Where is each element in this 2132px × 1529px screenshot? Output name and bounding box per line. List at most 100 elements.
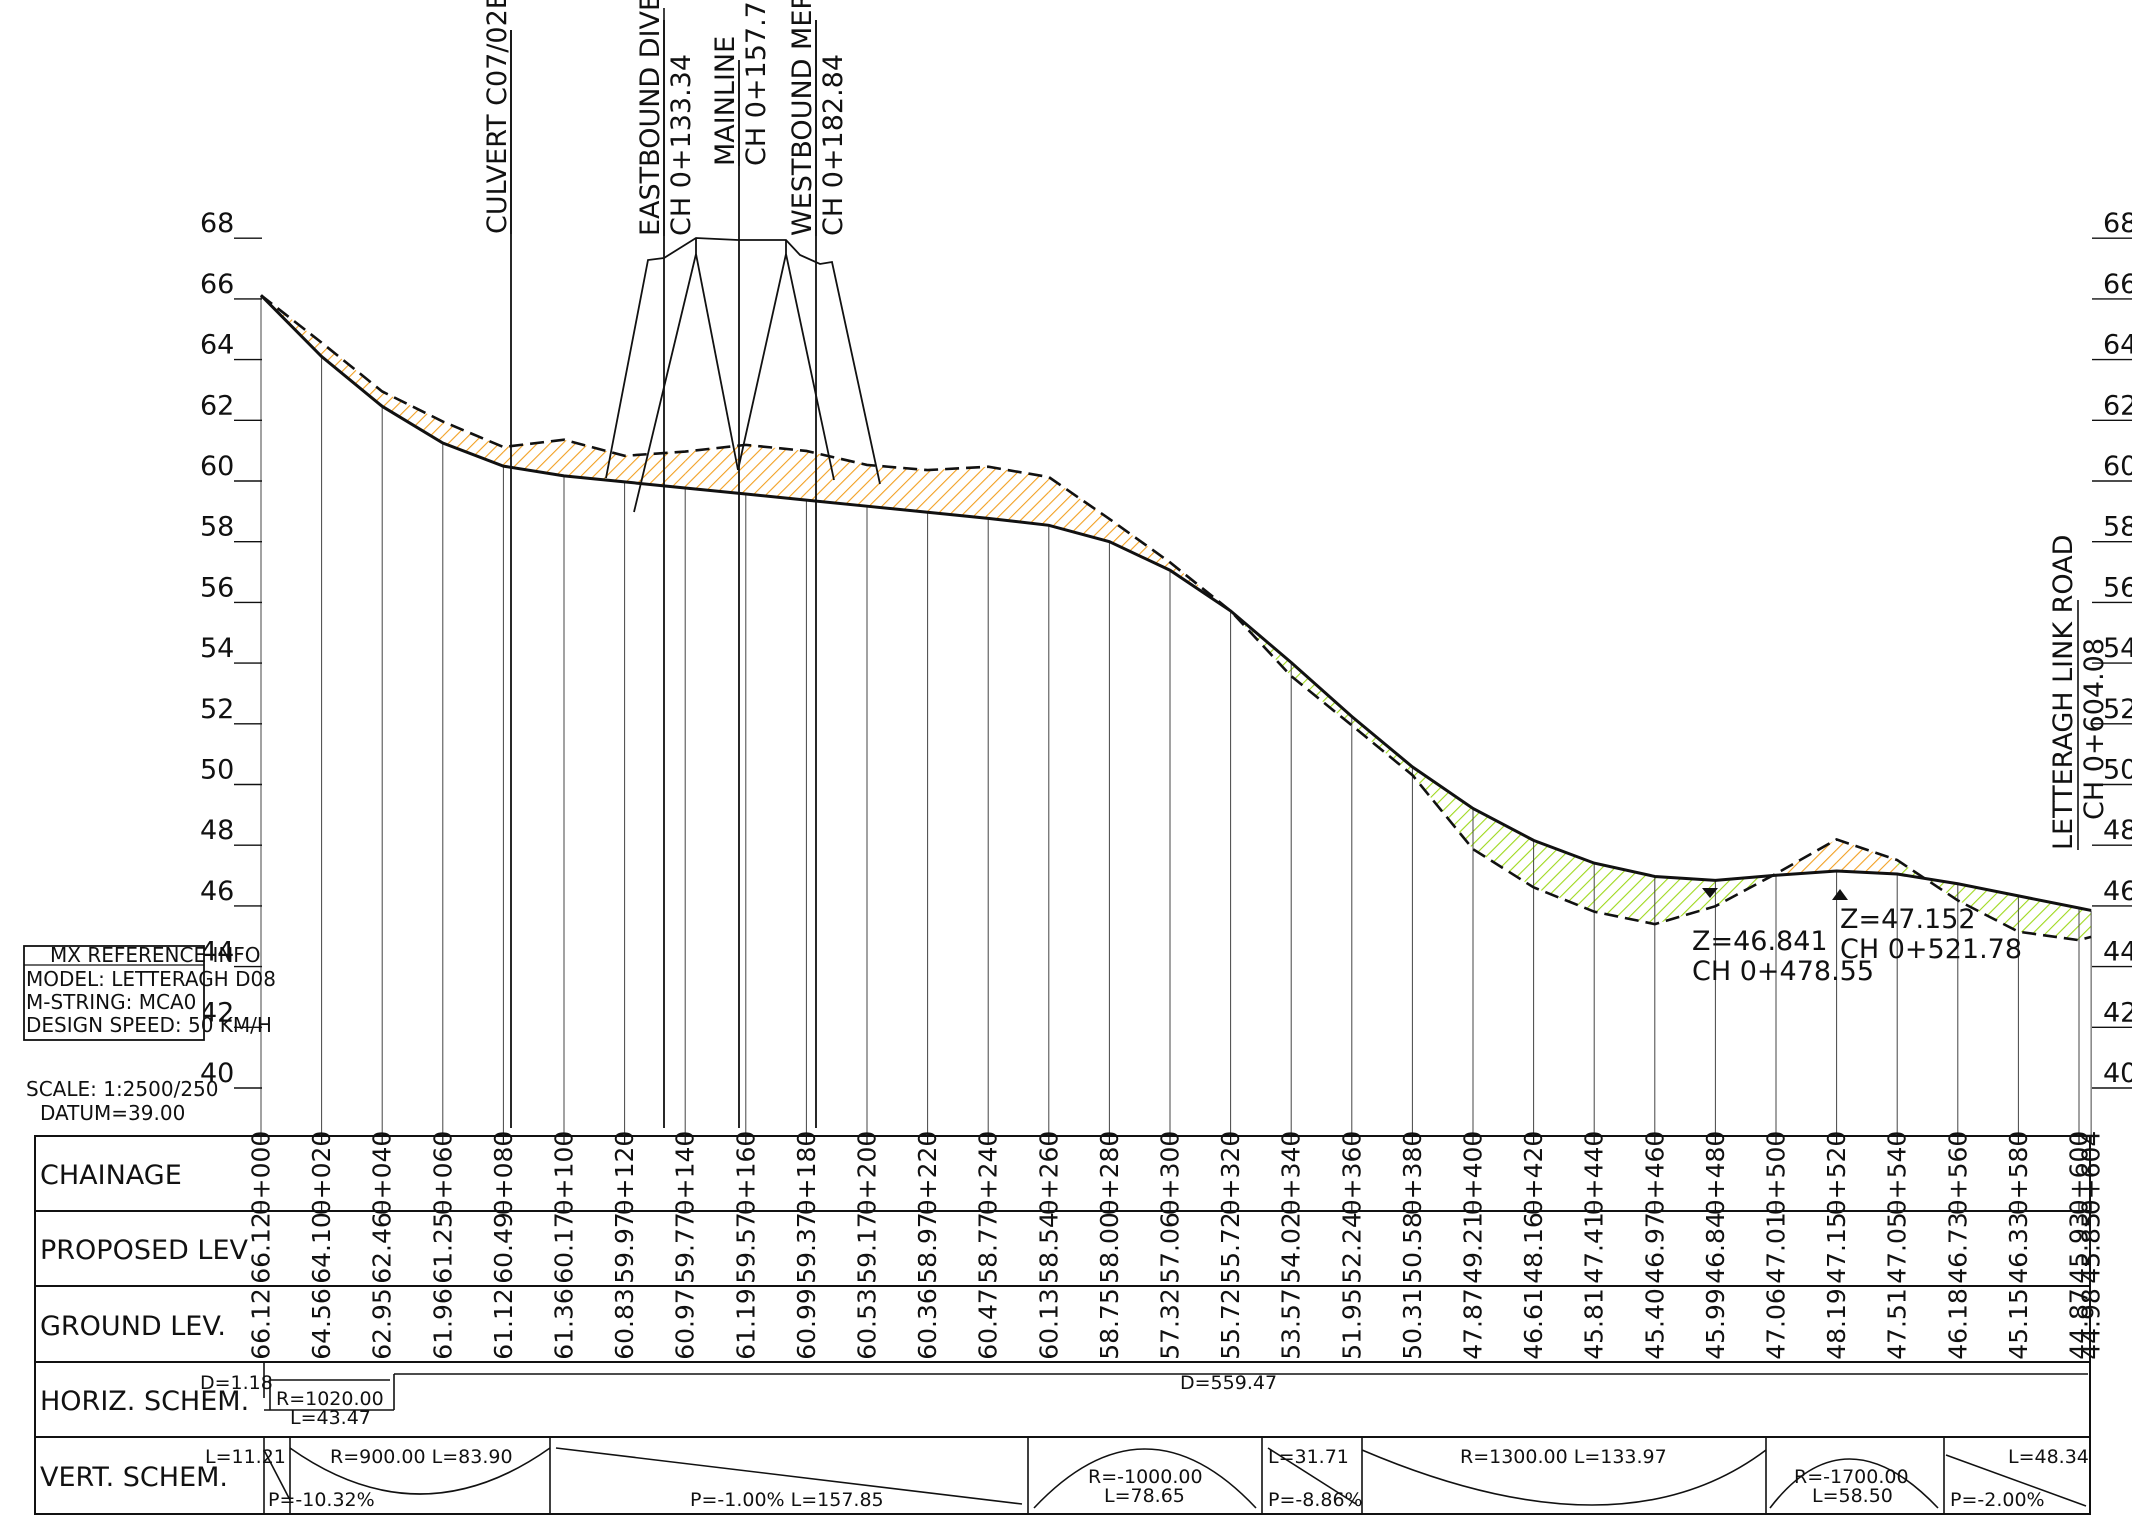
cut-hatch [988,466,1049,526]
proposed-level-cell: 49.21 [1459,1212,1488,1284]
level-label-right: 66 [2103,269,2132,300]
proposed-level-cell: 55.72 [1216,1212,1245,1284]
ground-level-cell: 64.56 [307,1288,336,1360]
level-label-left: 62 [200,390,234,421]
level-label-right: 62 [2103,390,2132,421]
ground-level-cell: 66.12 [247,1288,276,1360]
proposed-level-line [259,294,2092,912]
horizontal-scheme: D=1.18 R=1020.00 L=43.47 D=559.47 [200,1362,2088,1429]
proposed-level-cell: 58.54 [1034,1212,1063,1284]
horiz-l: L=43.47 [290,1407,371,1429]
level-label-right: 58 [2103,512,2132,543]
chainage-cell: 0+260 [1034,1131,1063,1216]
row-header-chainage: CHAINAGE [40,1160,182,1191]
ground-level-cell: 60.13 [1034,1288,1063,1360]
proposed-level-cell: 66.12 [247,1212,276,1284]
ground-level-cell: 62.95 [368,1288,397,1360]
row-header-ground: GROUND LEV. [40,1311,226,1342]
row-header-vert: VERT. SCHEM. [40,1462,228,1493]
cut-hatch [1109,518,1170,571]
row-header-horiz: HORIZ. SCHEM. [40,1386,249,1417]
ground-level-cell: 47.51 [1883,1288,1912,1360]
cut-hatch [927,466,989,519]
ground-level-cell: 45.40 [1640,1288,1669,1360]
level-label-right: 42 [2103,997,2132,1028]
level-label-right: 68 [2103,208,2132,239]
ground-level-cell: 61.96 [428,1288,457,1360]
fill-hatch [2079,908,2092,941]
fill-hatch [1654,876,1716,925]
proposed-level-cell: 59.57 [731,1212,760,1284]
ground-level-line [260,294,2092,942]
proposed-level-cell: 58.00 [1095,1212,1124,1284]
proposed-level-cell: 57.06 [1156,1212,1185,1284]
mainline-chainage: CH 0+157.75 [741,0,772,166]
cut-hatch [806,450,867,507]
datum-label: DATUM=39.00 [40,1101,185,1125]
chainage-gridlines [260,295,2092,1136]
chainage-cell: 0+180 [792,1131,821,1216]
row-header-proposed: PROPOSED LEV [40,1235,249,1266]
fill-hatch [1594,863,1655,925]
data-table-frame [34,1135,2091,1515]
cut-hatch [442,421,504,467]
fill-hatch [1473,808,1534,888]
ground-level-cell: 60.99 [792,1288,821,1360]
chainage-cell: 0+440 [1580,1131,1609,1216]
proposed-level-cell: 52.24 [1337,1212,1366,1284]
proposed-level-cell: 58.77 [974,1212,1003,1284]
vert-c4r: R=-1700.00 [1794,1466,1909,1488]
table-columns: 0+00066.1266.120+02064.1064.560+04062.46… [247,1131,2106,1360]
mx-string: M-STRING: MCA0 [26,990,196,1014]
level-label-right: 56 [2103,572,2132,603]
fill-hatch [1351,716,1413,776]
ground-level-cell: 45.81 [1580,1288,1609,1360]
vert-l3: L=31.71 [1268,1446,1349,1468]
fill-hatch [1957,883,2019,932]
vert-l5: L=48.34 [2008,1446,2089,1468]
proposed-level-cell: 59.77 [671,1212,700,1284]
chainage-cell: 0+100 [550,1131,579,1216]
chainage-cell: 0+020 [307,1131,336,1216]
proposed-level-cell: 45.93 [2065,1212,2094,1284]
level-label-left: 58 [200,512,234,543]
proposed-level-cell: 62.46 [368,1212,397,1284]
proposed-level-cell: 64.10 [307,1212,336,1284]
mx-reference-box: MX REFERENCE INFO MODEL: LETTERAGH D08 M… [23,943,276,1041]
level-label-right: 52 [2103,694,2132,725]
level-label-left: 44 [200,937,234,968]
scale-label: SCALE: 1:2500/250 [26,1077,219,1101]
level-axis-right: 40 42 44 46 48 50 52 54 56 58 60 62 64 66 68 [2092,208,2132,1089]
chainage-cell: 0+460 [1640,1131,1669,1216]
ground-level-cell: 46.18 [1943,1288,1972,1360]
cut-hatch [382,391,443,444]
vertical-scheme: L=11.21 P=-10.32% R=900.00 L=83.90 P=-1.… [205,1437,2089,1514]
ground-level-cell: 55.72 [1216,1288,1245,1360]
level-label-left: 52 [200,694,234,725]
level-label-left: 42 [200,997,234,1028]
culvert-label: CULVERT C07/02B [482,0,513,234]
ground-level-cell: 47.06 [1762,1288,1791,1360]
level-label-left: 60 [200,451,234,482]
chainage-cell: 0+300 [1156,1131,1185,1216]
ground-level-cell: 44.87 [2065,1288,2094,1360]
low-point-ch: CH 0+478.55 [1692,956,1874,987]
proposed-level-cell: 47.41 [1580,1212,1609,1284]
proposed-level-cell: 61.25 [428,1212,457,1284]
cut-hatch [745,444,807,501]
vert-c2l: L=78.65 [1104,1485,1185,1507]
level-label-right: 50 [2103,755,2132,786]
eastbound-label: EASTBOUND DIVERGE [635,0,666,236]
chainage-cell: 0+480 [1701,1131,1730,1216]
letteragh-label: LETTERAGH LINK ROAD [2048,535,2079,850]
vert-p3: P=-8.86% [1268,1489,1363,1511]
letteragh-chainage: CH 0+604.08 [2079,638,2110,820]
cut-hatch [564,439,625,482]
fill-hatch [1412,766,1473,850]
cut-hatch [321,342,383,407]
chainage-cell: 0+500 [1762,1131,1791,1216]
chainage-cell: 0+380 [1398,1131,1427,1216]
proposed-level-cell: 46.84 [1701,1212,1730,1284]
proposed-level-cell: 48.16 [1519,1212,1548,1284]
